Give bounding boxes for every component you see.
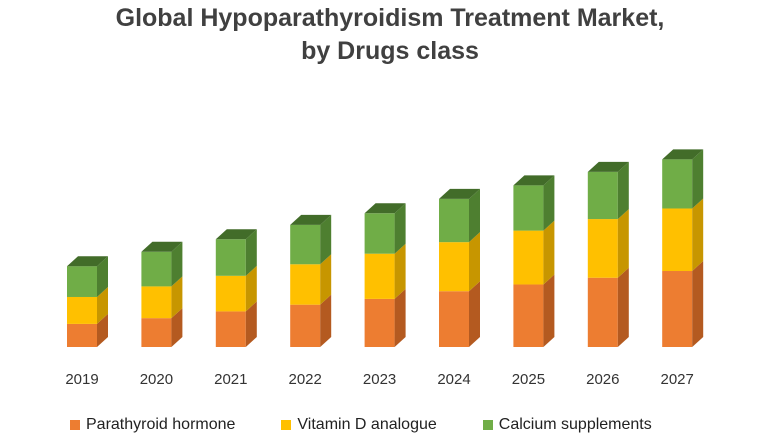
bar-parathyroid-hormone-2025 xyxy=(513,284,544,347)
bar-vitamin-d-analogue-2021 xyxy=(215,275,246,312)
bar-parathyroid-hormone-2026 xyxy=(587,277,618,347)
bar-top-calcium-supplements-2024 xyxy=(439,188,480,199)
bar-side-calcium-supplements-2021 xyxy=(245,229,257,276)
bar-parathyroid-hormone-2023 xyxy=(364,298,395,347)
x-tick-label-2021: 2021 xyxy=(214,371,247,388)
bar-side-vitamin-d-analogue-2025 xyxy=(543,220,555,285)
bar-side-vitamin-d-analogue-2019 xyxy=(97,286,108,324)
legend-label-calcium-supplements: Calcium supplements xyxy=(498,416,652,433)
bar-vitamin-d-analogue-2027 xyxy=(662,208,693,272)
bar-parathyroid-hormone-2021 xyxy=(215,311,246,347)
bar-side-calcium-supplements-2025 xyxy=(543,175,555,231)
bar-parathyroid-hormone-2024 xyxy=(439,291,469,347)
bar-top-calcium-supplements-2022 xyxy=(290,214,332,225)
legend-label-vitamin-d-analogue: Vitamin D analogue xyxy=(297,416,437,433)
bar-vitamin-d-analogue-2020 xyxy=(141,286,172,319)
bar-side-parathyroid-hormone-2025 xyxy=(543,274,555,347)
legend-item-calcium-supplements: Calcium supplements xyxy=(482,416,652,434)
bar-side-calcium-supplements-2027 xyxy=(692,149,704,209)
bar-side-vitamin-d-analogue-2027 xyxy=(692,198,704,272)
bar-side-vitamin-d-analogue-2022 xyxy=(320,254,332,305)
bar-vitamin-d-analogue-2022 xyxy=(290,264,321,305)
bar-vitamin-d-analogue-2026 xyxy=(587,219,618,278)
chart-title-line-1: Global Hypoparathyroidism Treatment Mark… xyxy=(115,4,665,32)
legend-item-parathyroid-hormone: Parathyroid hormone xyxy=(70,416,235,434)
bar-vitamin-d-analogue-2025 xyxy=(513,230,544,285)
bar-top-calcium-supplements-2019 xyxy=(67,256,108,267)
bar-calcium-supplements-2022 xyxy=(290,224,321,265)
bar-side-calcium-supplements-2023 xyxy=(394,203,406,254)
x-tick-label-2023: 2023 xyxy=(363,371,396,388)
bar-side-parathyroid-hormone-2020 xyxy=(171,308,183,347)
bar-calcium-supplements-2021 xyxy=(215,239,246,276)
x-tick-label-2024: 2024 xyxy=(437,371,470,388)
bar-side-vitamin-d-analogue-2026 xyxy=(617,209,629,278)
bar-vitamin-d-analogue-2019 xyxy=(67,296,97,324)
bar-side-parathyroid-hormone-2021 xyxy=(245,301,257,347)
bar-side-calcium-supplements-2026 xyxy=(617,161,629,220)
bar-calcium-supplements-2026 xyxy=(587,171,618,220)
x-tick-label-2022: 2022 xyxy=(289,371,322,388)
bar-side-parathyroid-hormone-2024 xyxy=(469,281,480,347)
bar-top-calcium-supplements-2020 xyxy=(141,241,183,252)
chart-title-line-2: by Drugs class xyxy=(301,37,479,65)
bar-parathyroid-hormone-2027 xyxy=(662,271,693,347)
bar-calcium-supplements-2025 xyxy=(513,185,544,231)
bar-top-calcium-supplements-2021 xyxy=(215,229,257,240)
bar-side-parathyroid-hormone-2027 xyxy=(692,261,704,347)
bar-side-vitamin-d-analogue-2021 xyxy=(245,265,257,312)
x-tick-label-2027: 2027 xyxy=(661,371,694,388)
bar-parathyroid-hormone-2022 xyxy=(290,304,321,347)
bar-top-calcium-supplements-2025 xyxy=(513,175,555,186)
bar-side-parathyroid-hormone-2019 xyxy=(97,313,108,347)
legend-swatch-calcium-supplements xyxy=(482,420,493,430)
bar-side-calcium-supplements-2022 xyxy=(320,214,332,265)
legend-swatch-vitamin-d-analogue xyxy=(281,420,292,430)
bar-side-parathyroid-hormone-2026 xyxy=(617,267,629,347)
bar-vitamin-d-analogue-2023 xyxy=(364,253,395,299)
chart-legend: Parathyroid hormone Vitamin D analogue Cal… xyxy=(70,414,770,436)
bar-side-vitamin-d-analogue-2024 xyxy=(469,232,480,292)
bar-top-calcium-supplements-2026 xyxy=(587,161,629,172)
bar-side-calcium-supplements-2019 xyxy=(97,256,108,297)
bar-parathyroid-hormone-2019 xyxy=(67,323,97,347)
bar-side-parathyroid-hormone-2023 xyxy=(394,288,406,347)
bar-calcium-supplements-2023 xyxy=(364,213,395,254)
bar-side-vitamin-d-analogue-2020 xyxy=(171,276,183,319)
bar-vitamin-d-analogue-2024 xyxy=(439,242,469,292)
x-tick-label-2025: 2025 xyxy=(512,371,545,388)
legend-label-parathyroid-hormone: Parathyroid hormone xyxy=(86,416,236,433)
chart-title: Global Hypoparathyroidism Treatment Mark… xyxy=(0,2,780,68)
bar-calcium-supplements-2020 xyxy=(141,251,172,287)
bar-side-calcium-supplements-2024 xyxy=(469,188,480,243)
x-tick-label-2026: 2026 xyxy=(586,371,619,388)
bar-calcium-supplements-2027 xyxy=(662,159,693,209)
x-tick-label-2019: 2019 xyxy=(65,371,98,388)
bar-side-vitamin-d-analogue-2023 xyxy=(394,243,406,299)
bar-side-parathyroid-hormone-2022 xyxy=(320,294,332,347)
bar-side-calcium-supplements-2020 xyxy=(171,241,183,287)
legend-swatch-parathyroid-hormone xyxy=(70,420,80,430)
legend-item-vitamin-d-analogue: Vitamin D analogue xyxy=(281,416,437,434)
x-tick-label-2020: 2020 xyxy=(140,371,173,388)
bar-calcium-supplements-2024 xyxy=(439,198,469,243)
bar-calcium-supplements-2019 xyxy=(67,266,97,297)
bar-parathyroid-hormone-2020 xyxy=(141,318,172,347)
bar-top-calcium-supplements-2027 xyxy=(662,149,704,160)
bar-top-calcium-supplements-2023 xyxy=(364,203,406,214)
